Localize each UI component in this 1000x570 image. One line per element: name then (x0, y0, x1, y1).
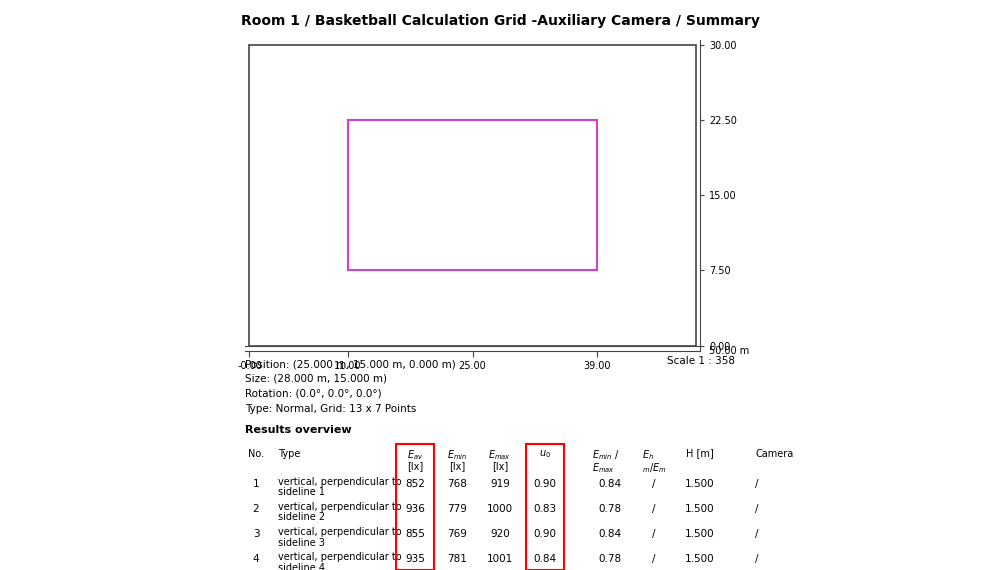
Text: sideline 2: sideline 2 (278, 512, 325, 523)
Text: 0.78: 0.78 (598, 504, 622, 514)
Text: 919: 919 (490, 479, 510, 489)
Text: 769: 769 (447, 530, 467, 539)
Text: Scale 1 : 358: Scale 1 : 358 (667, 356, 735, 367)
Text: No.: No. (248, 449, 264, 459)
Text: 0.90: 0.90 (534, 530, 556, 539)
Text: 1.500: 1.500 (685, 555, 715, 564)
Text: 1.500: 1.500 (685, 530, 715, 539)
Text: 781: 781 (447, 555, 467, 564)
Text: 0.84: 0.84 (598, 479, 622, 489)
Text: 1001: 1001 (487, 555, 513, 564)
Text: 920: 920 (490, 530, 510, 539)
Text: 855: 855 (405, 530, 425, 539)
Text: 0.90: 0.90 (534, 479, 556, 489)
Text: 0.83: 0.83 (533, 504, 557, 514)
Text: /: / (755, 479, 759, 489)
Text: Type: Type (278, 449, 300, 459)
Text: vertical, perpendicular to: vertical, perpendicular to (278, 527, 402, 538)
Text: sideline 1: sideline 1 (278, 487, 325, 498)
Text: 935: 935 (405, 555, 425, 564)
Text: /: / (755, 530, 759, 539)
Text: H [m]: H [m] (686, 449, 714, 459)
Text: [lx]: [lx] (492, 461, 508, 471)
Text: /: / (652, 479, 656, 489)
Text: $E_{max}$: $E_{max}$ (488, 449, 512, 462)
Text: $u_0$: $u_0$ (539, 449, 551, 461)
Text: /: / (652, 504, 656, 514)
Text: vertical, perpendicular to: vertical, perpendicular to (278, 477, 402, 487)
Text: 2: 2 (253, 504, 259, 514)
Text: sideline 4: sideline 4 (278, 563, 325, 570)
Text: 936: 936 (405, 504, 425, 514)
Text: sideline 3: sideline 3 (278, 538, 325, 548)
Text: $E_{max}$: $E_{max}$ (592, 461, 615, 475)
Text: [lx]: [lx] (407, 461, 423, 471)
Text: $E_{min}$: $E_{min}$ (447, 449, 467, 462)
Text: 1.500: 1.500 (685, 504, 715, 514)
Text: Camera: Camera (755, 449, 793, 459)
Text: /: / (652, 555, 656, 564)
Text: /: / (652, 530, 656, 539)
Text: vertical, perpendicular to: vertical, perpendicular to (278, 502, 402, 512)
Text: 50.00 m: 50.00 m (709, 345, 749, 356)
Bar (348, 120, 597, 270)
Text: Type: Normal, Grid: 13 x 7 Points: Type: Normal, Grid: 13 x 7 Points (245, 404, 416, 414)
Text: /: / (755, 555, 759, 564)
Text: Room 1 / Basketball Calculation Grid -Auxiliary Camera / Summary: Room 1 / Basketball Calculation Grid -Au… (241, 14, 759, 28)
Text: 0.84: 0.84 (598, 530, 622, 539)
Text: 1.500: 1.500 (685, 479, 715, 489)
Text: $E_h$: $E_h$ (642, 449, 654, 462)
Text: Size: (28.000 m, 15.000 m): Size: (28.000 m, 15.000 m) (245, 374, 387, 384)
Text: vertical, perpendicular to: vertical, perpendicular to (278, 552, 402, 563)
Text: 1000: 1000 (487, 504, 513, 514)
Text: Position: (25.000 m, 15.000 m, 0.000 m): Position: (25.000 m, 15.000 m, 0.000 m) (245, 359, 456, 369)
Text: 0.78: 0.78 (598, 555, 622, 564)
Text: $E_{min}$ /: $E_{min}$ / (592, 449, 620, 462)
Text: [lx]: [lx] (449, 461, 465, 471)
Text: 1: 1 (253, 479, 259, 489)
Text: Results overview: Results overview (245, 425, 352, 435)
Text: /: / (755, 504, 759, 514)
Text: 779: 779 (447, 504, 467, 514)
Text: $E_{av}$: $E_{av}$ (407, 449, 423, 462)
Text: 852: 852 (405, 479, 425, 489)
Text: $_m$/$E_m$: $_m$/$E_m$ (642, 461, 667, 475)
Text: 0.84: 0.84 (533, 555, 557, 564)
Text: Rotation: (0.0°, 0.0°, 0.0°): Rotation: (0.0°, 0.0°, 0.0°) (245, 389, 382, 399)
Text: 3: 3 (253, 530, 259, 539)
Text: 4: 4 (253, 555, 259, 564)
Text: 768: 768 (447, 479, 467, 489)
